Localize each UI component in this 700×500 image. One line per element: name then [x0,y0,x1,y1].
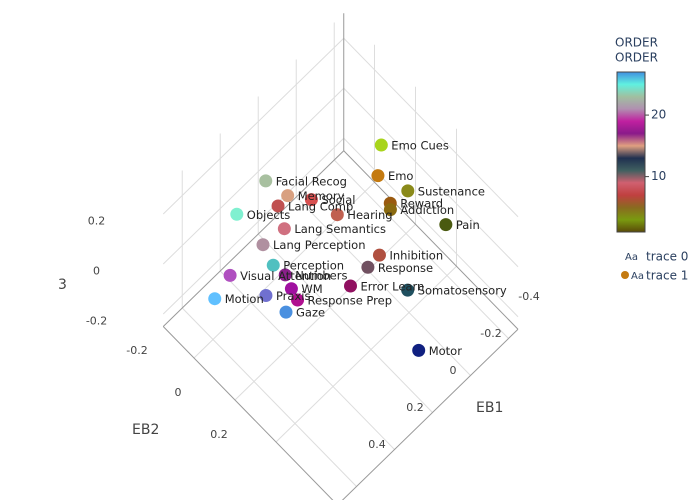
point-label: Facial Recog [276,174,347,188]
point-label: Somatosensory [418,284,507,298]
point [279,305,293,319]
legend-symbol: Aa [625,252,638,263]
y-axis-title: EB2 [132,422,159,438]
point-label: Sustenance [418,184,485,198]
point-label: Motion [225,292,264,306]
point-label: Emo Cues [391,139,449,153]
grid-line [343,87,519,268]
y-tick-label: 0.2 [210,428,228,441]
point [277,222,291,236]
point [271,199,285,213]
colorbar-title: ORDER [615,36,658,50]
point [361,260,375,274]
grid-line [162,87,345,265]
point-label: Numbers [295,268,347,282]
grid-line [219,270,395,450]
point-label: Emo [388,169,414,183]
point-label: Perception [283,259,344,273]
point-label: Gaze [296,306,325,320]
grid-line [257,233,433,413]
legend-symbol: Aa [631,271,644,282]
y-tick-label: -0.2 [126,344,147,357]
point-label: Hearing [347,208,392,222]
point [439,218,453,232]
axis-edge [162,326,334,500]
point-label: Inhibition [389,249,443,263]
colorbar [616,71,646,233]
point [256,238,270,252]
point-label: Response [378,261,433,275]
axis-edge [341,328,519,500]
point [208,292,222,306]
grid-line [295,196,471,376]
colorbar-title: ORDER [615,51,658,65]
x-tick-label: 0.4 [368,438,386,451]
point [266,258,280,272]
grid-line [162,37,345,215]
point-label: Visual Attention [240,269,331,283]
x-axis-title: EB1 [476,400,503,416]
colorbar-tick-label: 10 [651,169,666,183]
legend-label[interactable]: trace 1 [646,269,688,283]
z-tick-label: 0 [93,265,100,278]
point-label: Motor [429,344,463,358]
x-tick-label: 0.2 [406,401,424,414]
point-label: Objects [247,208,290,222]
point-label: Lang Comp [288,199,353,213]
grid-line [343,37,519,218]
point [284,282,298,296]
legend-label[interactable]: trace 0 [646,250,688,264]
point [374,138,388,152]
y-tick-label: 0 [175,386,182,399]
grid-line [162,137,345,315]
x-tick-label: 0 [450,364,457,377]
point-label: Reward [400,197,443,211]
point [412,343,426,357]
point-label: Social [321,193,355,207]
colorbar-tick-label: 20 [651,108,666,122]
z-tick-label: 0.2 [88,215,106,228]
point-label: Response Prep [308,294,392,308]
x-tick-label: -0.4 [518,290,539,303]
point-label: Addiction [400,203,454,217]
legend-marker [621,271,629,279]
grid-line [343,137,519,318]
point [259,174,273,188]
point [230,207,244,221]
axis-edge [343,150,519,330]
point [304,193,318,207]
point [401,184,415,198]
z-tick-label: -0.2 [86,315,107,328]
point [291,293,305,307]
point [401,283,415,297]
point-label: Pain [456,218,480,232]
point [223,268,237,282]
point [259,289,273,302]
point-label: Memory [298,189,345,203]
point [372,248,386,262]
point [281,189,295,203]
point [371,169,385,183]
grid-line [333,159,509,339]
grid-line [181,307,357,487]
point [278,268,292,282]
point-label: WM [301,282,322,296]
z-axis-title: 3 [58,277,67,293]
point [330,208,344,222]
point-label: Lang Semantics [294,222,386,236]
point [344,279,357,293]
x-tick-label: -0.2 [480,327,501,340]
grid-line [275,265,457,443]
point-label: Lang Perception [273,238,366,252]
point-label: Error Learn [361,280,425,294]
point [383,203,397,217]
axis-edge [162,150,345,327]
point-label: Praxis [276,289,311,303]
